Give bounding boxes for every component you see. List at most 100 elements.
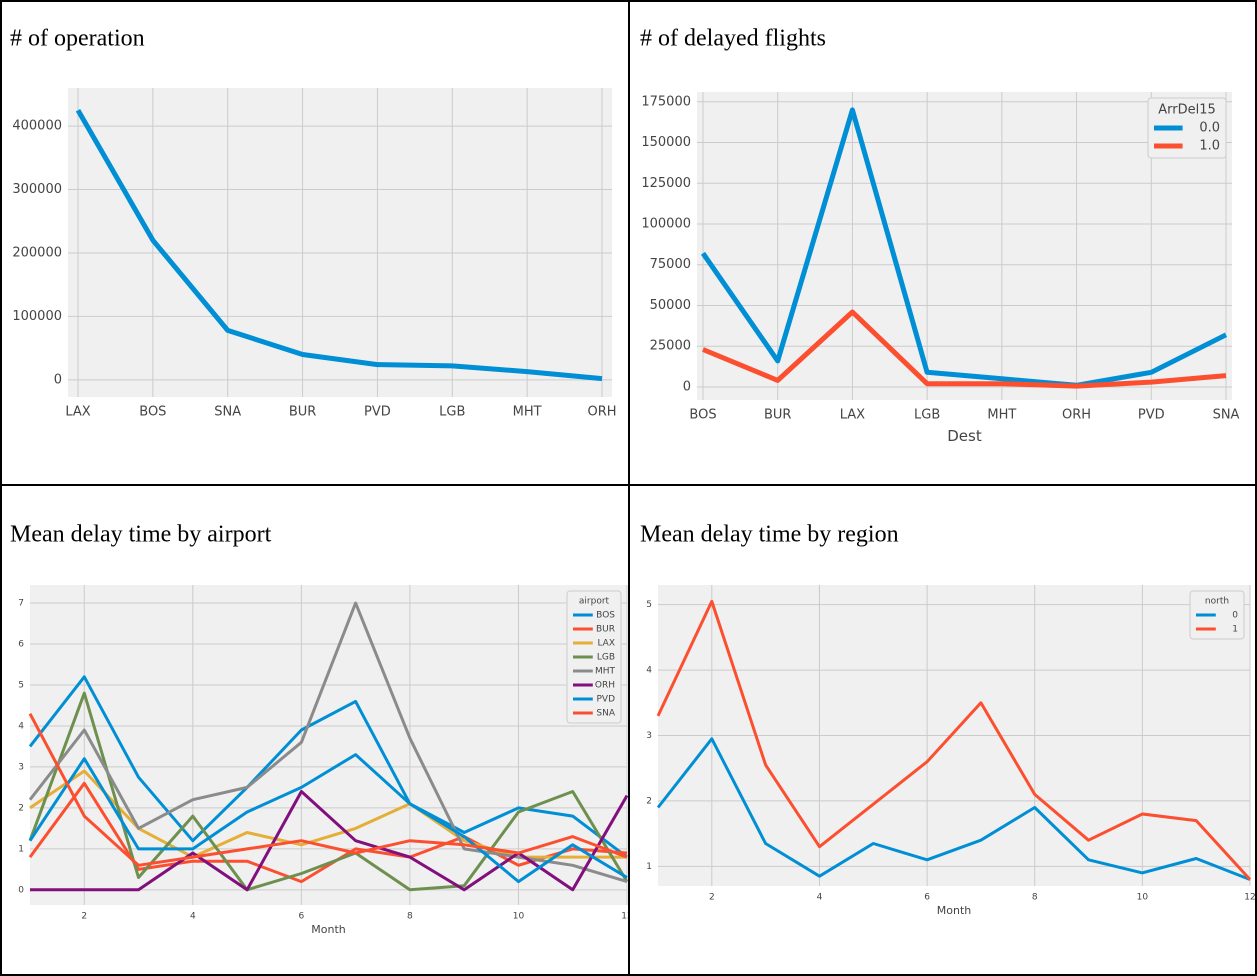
- y-tick-label: 5: [18, 680, 24, 690]
- legend-label: ORH: [595, 681, 615, 691]
- y-tick-label: 175000: [641, 94, 691, 109]
- y-tick-label: 0: [18, 885, 24, 895]
- y-tick-label: 2: [18, 803, 24, 813]
- x-tick-label: MHT: [987, 408, 1016, 423]
- y-tick-label: 25000: [650, 339, 691, 354]
- x-tick-label: 4: [817, 893, 823, 903]
- legend-label: BUR: [596, 625, 615, 635]
- x-tick-label: 10: [513, 912, 525, 922]
- table-border: [1255, 0, 1257, 976]
- x-tick-label: 10: [1137, 893, 1149, 903]
- legend-box: [1189, 590, 1245, 640]
- legend-label: PVD: [596, 695, 615, 705]
- y-tick-label: 300000: [12, 182, 62, 197]
- x-tick-label: 2: [709, 893, 715, 903]
- data-line: [30, 790, 628, 892]
- table-border: [0, 0, 2, 976]
- x-tick-label: 12: [1244, 893, 1255, 903]
- chart-title: # of operation: [10, 26, 145, 52]
- y-tick-label: 125000: [641, 176, 691, 191]
- legend-title: north: [1205, 597, 1229, 607]
- chart-title: Mean delay time by region: [640, 522, 899, 548]
- y-tick-label: 7: [18, 599, 24, 609]
- legend-box: [566, 590, 622, 724]
- y-tick-label: 5: [646, 600, 652, 610]
- chart: # of delayed flights BOS BUR LAX LGB MHT ORH PV…: [640, 26, 1240, 445]
- x-tick-label: 6: [924, 893, 930, 903]
- y-tick-label: 0: [683, 379, 691, 394]
- legend-title: airport: [579, 597, 610, 607]
- legend-label: MHT: [595, 667, 616, 677]
- legend-label: 0.0: [1199, 121, 1220, 136]
- x-axis-label: Month: [937, 904, 972, 917]
- table-border: [628, 0, 630, 976]
- data-line: [700, 107, 1228, 388]
- y-tick-label: 3: [646, 731, 652, 741]
- x-tick-label: 2: [81, 912, 87, 922]
- legend-label: 0: [1232, 611, 1238, 621]
- x-tick-label: BUR: [289, 405, 316, 420]
- x-tick-label: LAX: [840, 408, 865, 423]
- chart-title: Mean delay time by airport: [10, 522, 272, 548]
- x-tick-label: ORH: [1062, 408, 1091, 423]
- x-tick-label: LGB: [914, 408, 940, 423]
- x-tick-label: LGB: [439, 405, 465, 420]
- x-tick-label: LAX: [65, 405, 90, 420]
- legend-label: SNA: [596, 709, 615, 719]
- legend-label: LGB: [597, 653, 615, 663]
- data-line: [28, 691, 628, 892]
- x-axis-label: Month: [311, 923, 346, 936]
- data-line: [28, 712, 628, 867]
- y-tick-label: 4: [18, 721, 24, 731]
- data-line: [656, 737, 1251, 881]
- y-tick-label: 150000: [641, 135, 691, 150]
- y-tick-label: 3: [18, 762, 24, 772]
- table-border: [0, 484, 1257, 486]
- legend-label: LAX: [597, 639, 615, 649]
- x-tick-label: 4: [190, 912, 196, 922]
- x-tick-label: BUR: [764, 408, 791, 423]
- data-line: [702, 309, 1227, 389]
- y-tick-label: 2: [646, 796, 652, 806]
- data-line: [28, 753, 628, 884]
- x-tick-label: SNA: [1213, 408, 1240, 423]
- data-line: [656, 599, 1252, 881]
- x-axis-label: Dest: [947, 427, 982, 445]
- y-tick-label: 400000: [12, 119, 62, 134]
- y-tick-label: 200000: [12, 245, 62, 260]
- plot-background: [697, 92, 1232, 400]
- x-tick-label: SNA: [214, 405, 241, 420]
- data-line: [28, 781, 628, 884]
- x-tick-label: ORH: [587, 405, 616, 420]
- x-tick-label: MHT: [513, 405, 542, 420]
- legend-label: 1: [1232, 625, 1238, 635]
- x-tick-label: 12: [621, 912, 628, 922]
- plot-background: [68, 88, 612, 397]
- legend-label: 1.0: [1199, 139, 1220, 154]
- data-line: [75, 108, 603, 382]
- y-tick-label: 6: [18, 640, 24, 650]
- x-tick-label: 8: [407, 912, 413, 922]
- y-tick-label: 1: [646, 862, 652, 872]
- chart: Mean delay time by airport24681012012345…: [10, 522, 628, 936]
- x-tick-label: BOS: [689, 408, 716, 423]
- y-tick-label: 4: [646, 666, 652, 676]
- legend-label: BOS: [596, 611, 615, 621]
- y-tick-label: 0: [54, 372, 62, 387]
- legend-title: ArrDel15: [1158, 103, 1216, 118]
- y-tick-label: 75000: [650, 257, 691, 272]
- x-tick-label: 6: [298, 912, 304, 922]
- y-tick-label: 1: [18, 844, 24, 854]
- legend-box: [1147, 97, 1227, 159]
- y-tick-label: 100000: [12, 309, 62, 324]
- x-tick-label: 8: [1032, 893, 1038, 903]
- x-tick-label: PVD: [364, 405, 391, 420]
- x-tick-label: PVD: [1138, 408, 1165, 423]
- x-tick-label: BOS: [139, 405, 166, 420]
- chart-title: # of delayed flights: [640, 26, 826, 52]
- y-tick-label: 50000: [650, 298, 691, 313]
- y-tick-label: 100000: [641, 217, 691, 232]
- chart: # of operation LAX BOS SNA BUR PVD LGB MHT ORH 0 1…: [10, 26, 617, 420]
